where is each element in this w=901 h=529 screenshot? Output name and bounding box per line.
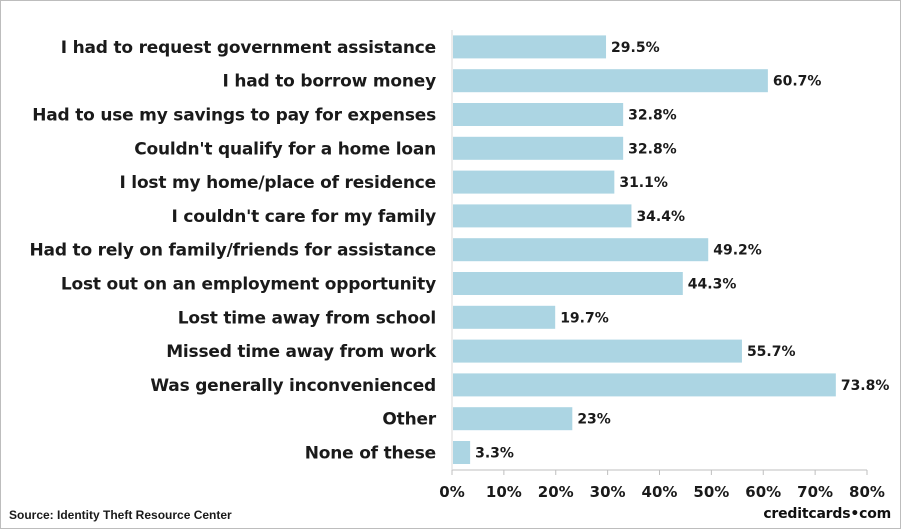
category-label: Lost out on an employment opportunity [61,275,436,295]
category-label: Missed time away from work [166,342,437,362]
category-label: Was generally inconvenienced [150,376,436,396]
bar [453,103,624,126]
category-label: Lost time away from school [178,308,436,328]
bar [453,339,742,363]
x-tick-label: 50% [693,483,729,501]
category-label: Couldn't qualify for a home loan [134,139,436,159]
x-tick-label: 80% [849,483,885,501]
bar [453,35,607,59]
bars-group [453,35,836,464]
x-tick-label: 20% [538,483,574,501]
value-label: 29.5% [611,40,660,56]
bar [453,238,709,262]
value-label: 73.8% [841,378,890,394]
x-tick-label: 70% [797,483,833,501]
value-label: 32.8% [628,108,677,124]
value-label: 19.7% [560,310,609,326]
category-label: None of these [305,444,436,464]
category-label: Other [382,410,436,430]
bar [453,69,768,93]
bar [453,170,615,194]
category-labels: I had to request government assistance I … [30,38,438,464]
category-label: I couldn't care for my family [172,207,437,227]
value-label: 3.3% [475,446,514,462]
bar [453,204,632,228]
x-tick-label: 40% [642,483,678,501]
x-axis: 0% 10% 20% 30% 40% 50% 60% 70% 80% [439,30,885,501]
bar [453,373,836,397]
x-tick-label: 60% [745,483,781,501]
brand-logo: creditcards•com [763,506,891,522]
category-label: Had to use my savings to pay for expense… [32,106,436,126]
category-label: I lost my home/place of residence [119,173,436,193]
value-label: 49.2% [713,243,762,259]
bar [453,272,683,295]
bar [453,305,556,329]
category-label: Had to rely on family/friends for assist… [30,241,436,261]
bar [453,136,624,160]
value-labels: 29.5% 60.7% 32.8% 32.8% 31.1% 34.4% 49.2% 44.3%… [475,40,889,462]
value-label: 60.7% [773,74,822,90]
bar [453,407,573,431]
x-tick-label: 10% [486,483,522,501]
value-label: 34.4% [636,209,685,225]
x-tick-label: 30% [590,483,626,501]
x-tick-label: 0% [439,483,464,501]
value-label: 55.7% [747,344,796,360]
category-label: I had to borrow money [223,72,437,92]
value-label: 44.3% [688,277,737,293]
bar [453,441,471,464]
value-label: 31.1% [619,175,668,191]
value-label: 23% [577,412,611,428]
source-note: Source: Identity Theft Resource Center [9,508,232,522]
value-label: 32.8% [628,141,677,157]
category-label: I had to request government assistance [61,38,436,58]
